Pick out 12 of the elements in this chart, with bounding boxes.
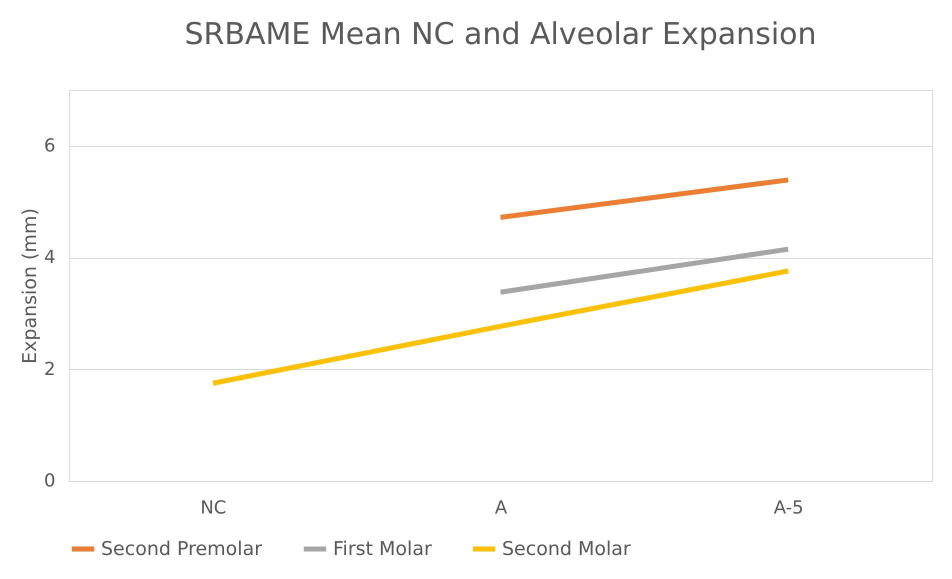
y-tick-label: 6	[44, 135, 56, 156]
legend-label: Second Premolar	[101, 538, 262, 560]
legend-label: First Molar	[333, 538, 432, 560]
x-tick-label: A	[494, 498, 508, 518]
chart-title: SRBAME Mean NC and Alveolar Expansion	[184, 17, 817, 52]
y-tick-label: 0	[44, 470, 56, 492]
x-tick-label: NC	[200, 498, 226, 518]
y-tick-label: 2	[44, 358, 56, 380]
y-axis-title: Expansion (mm)	[19, 208, 42, 364]
legend-label: Second Molar	[502, 538, 631, 560]
x-tick-label: A-5	[774, 498, 804, 518]
y-tick-label: 4	[44, 247, 56, 268]
